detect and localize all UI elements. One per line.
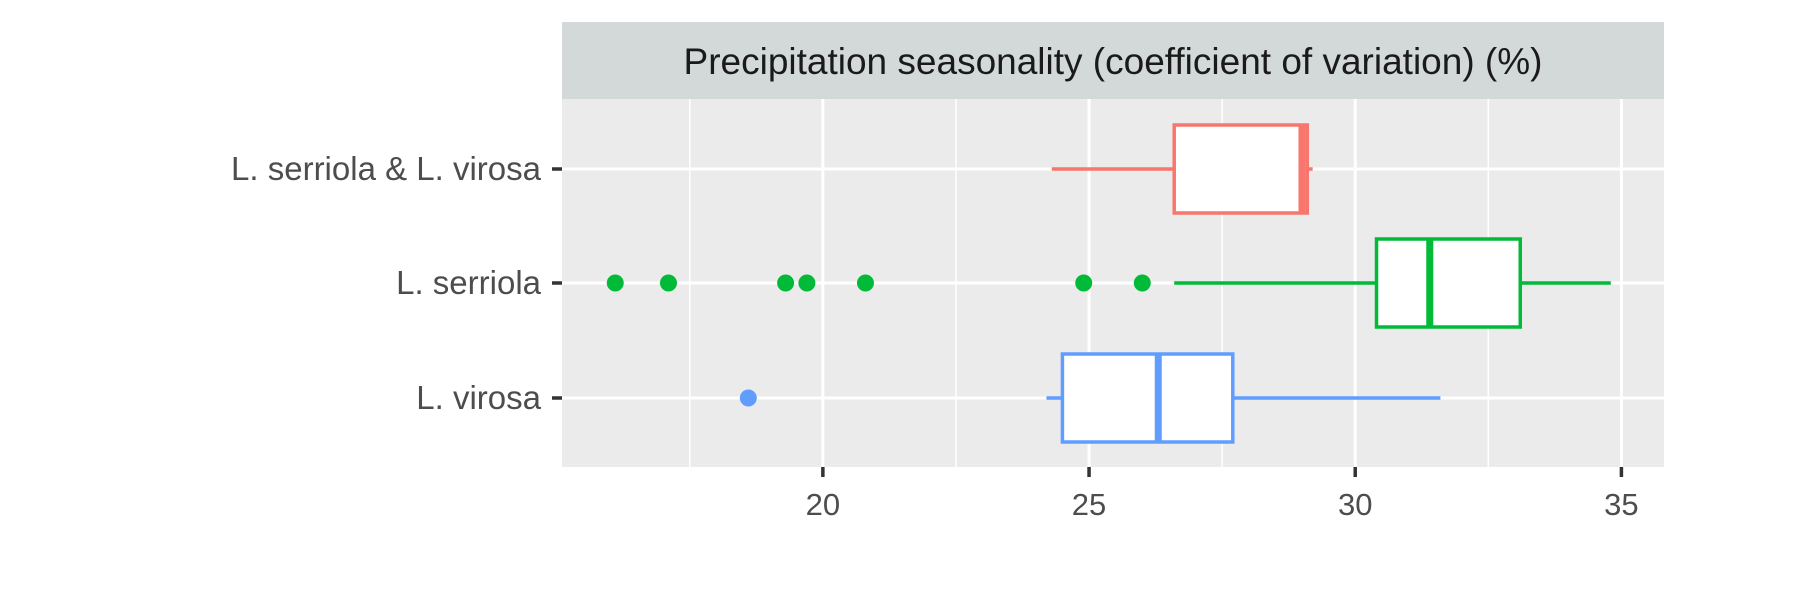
box-group [1051,123,1313,215]
outlier-point [1075,274,1093,292]
x-tick-label: 25 [1072,487,1106,522]
boxes-layer [1046,123,1611,444]
x-axis: 20 25 30 35 [806,467,1639,522]
outlier-point [798,274,816,292]
strip-background [562,22,1664,99]
outliers-layer [606,274,1151,407]
category-label: L. serriola & L. virosa [231,150,542,187]
category-label: L. serriola [396,264,542,301]
chart-title: Precipitation seasonality (coefficient o… [684,41,1543,82]
outlier-point [856,274,874,292]
outlier-point [777,274,795,292]
box [1374,237,1523,329]
y-axis: L. serriola & L. virosa L. serriola L. vir… [231,150,562,416]
box-group [1174,237,1611,329]
x-tick-label: 35 [1604,487,1638,522]
outlier-point [606,274,624,292]
category-label: L. virosa [416,379,541,416]
outlier-point [739,389,757,407]
outlier-point [659,274,677,292]
x-tick-label: 20 [806,487,840,522]
box [1060,352,1235,444]
outlier-point [1133,274,1151,292]
box [1172,123,1310,215]
x-tick-label: 30 [1338,487,1372,522]
box-group [1046,352,1441,444]
